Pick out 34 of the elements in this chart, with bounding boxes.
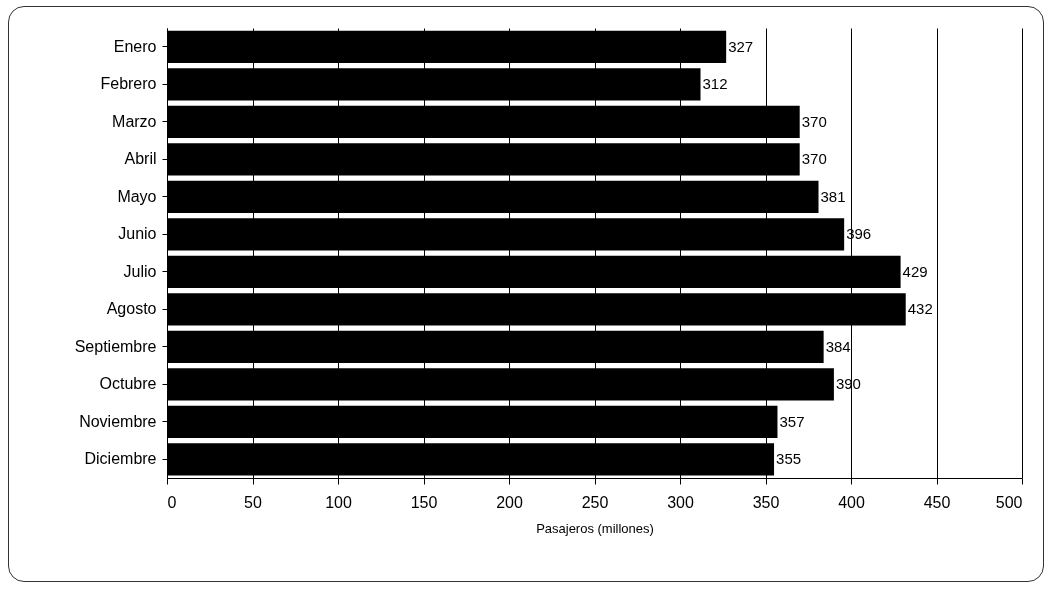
x-tick-label: 350 [752, 493, 780, 511]
x-axis-title: Pasajeros (millones) [536, 520, 654, 536]
y-tick-label: Junio [118, 225, 157, 243]
x-tick-label: 250 [581, 493, 609, 511]
x-tick-label: 400 [838, 493, 865, 511]
x-tick-label: 150 [410, 493, 438, 511]
data-label: 355 [776, 450, 802, 468]
data-label: 370 [801, 112, 827, 130]
data-label: 381 [820, 187, 846, 205]
x-tick-label: 200 [496, 493, 523, 511]
y-tick-label: Diciembre [84, 450, 157, 468]
y-tick-label: Mayo [117, 187, 157, 205]
y-tick-label: Agosto [106, 300, 157, 318]
x-tick-label: 0 [167, 493, 177, 511]
data-label: 370 [801, 150, 827, 168]
x-tick-label: 300 [667, 493, 694, 511]
x-tick-label: 100 [325, 493, 352, 511]
x-tick-label: 500 [995, 493, 1023, 511]
y-tick-label: Abril [124, 150, 157, 168]
data-label: 429 [902, 262, 928, 280]
y-tick-label: Marzo [112, 112, 157, 130]
y-tick-label: Septiembre [74, 337, 157, 355]
data-label: 384 [825, 337, 851, 355]
y-tick-label: Julio [123, 262, 157, 280]
y-tick-label: Octubre [99, 375, 157, 393]
data-label: 312 [702, 75, 728, 93]
x-tick-label: 50 [244, 493, 262, 511]
y-tick-label: Noviembre [79, 412, 157, 430]
y-tick-label: Febrero [100, 75, 157, 93]
y-tick-label: Enero [113, 37, 157, 55]
x-tick-label: 450 [923, 493, 951, 511]
data-label: 432 [907, 300, 933, 318]
data-label: 327 [728, 37, 754, 55]
data-label: 357 [779, 412, 805, 430]
